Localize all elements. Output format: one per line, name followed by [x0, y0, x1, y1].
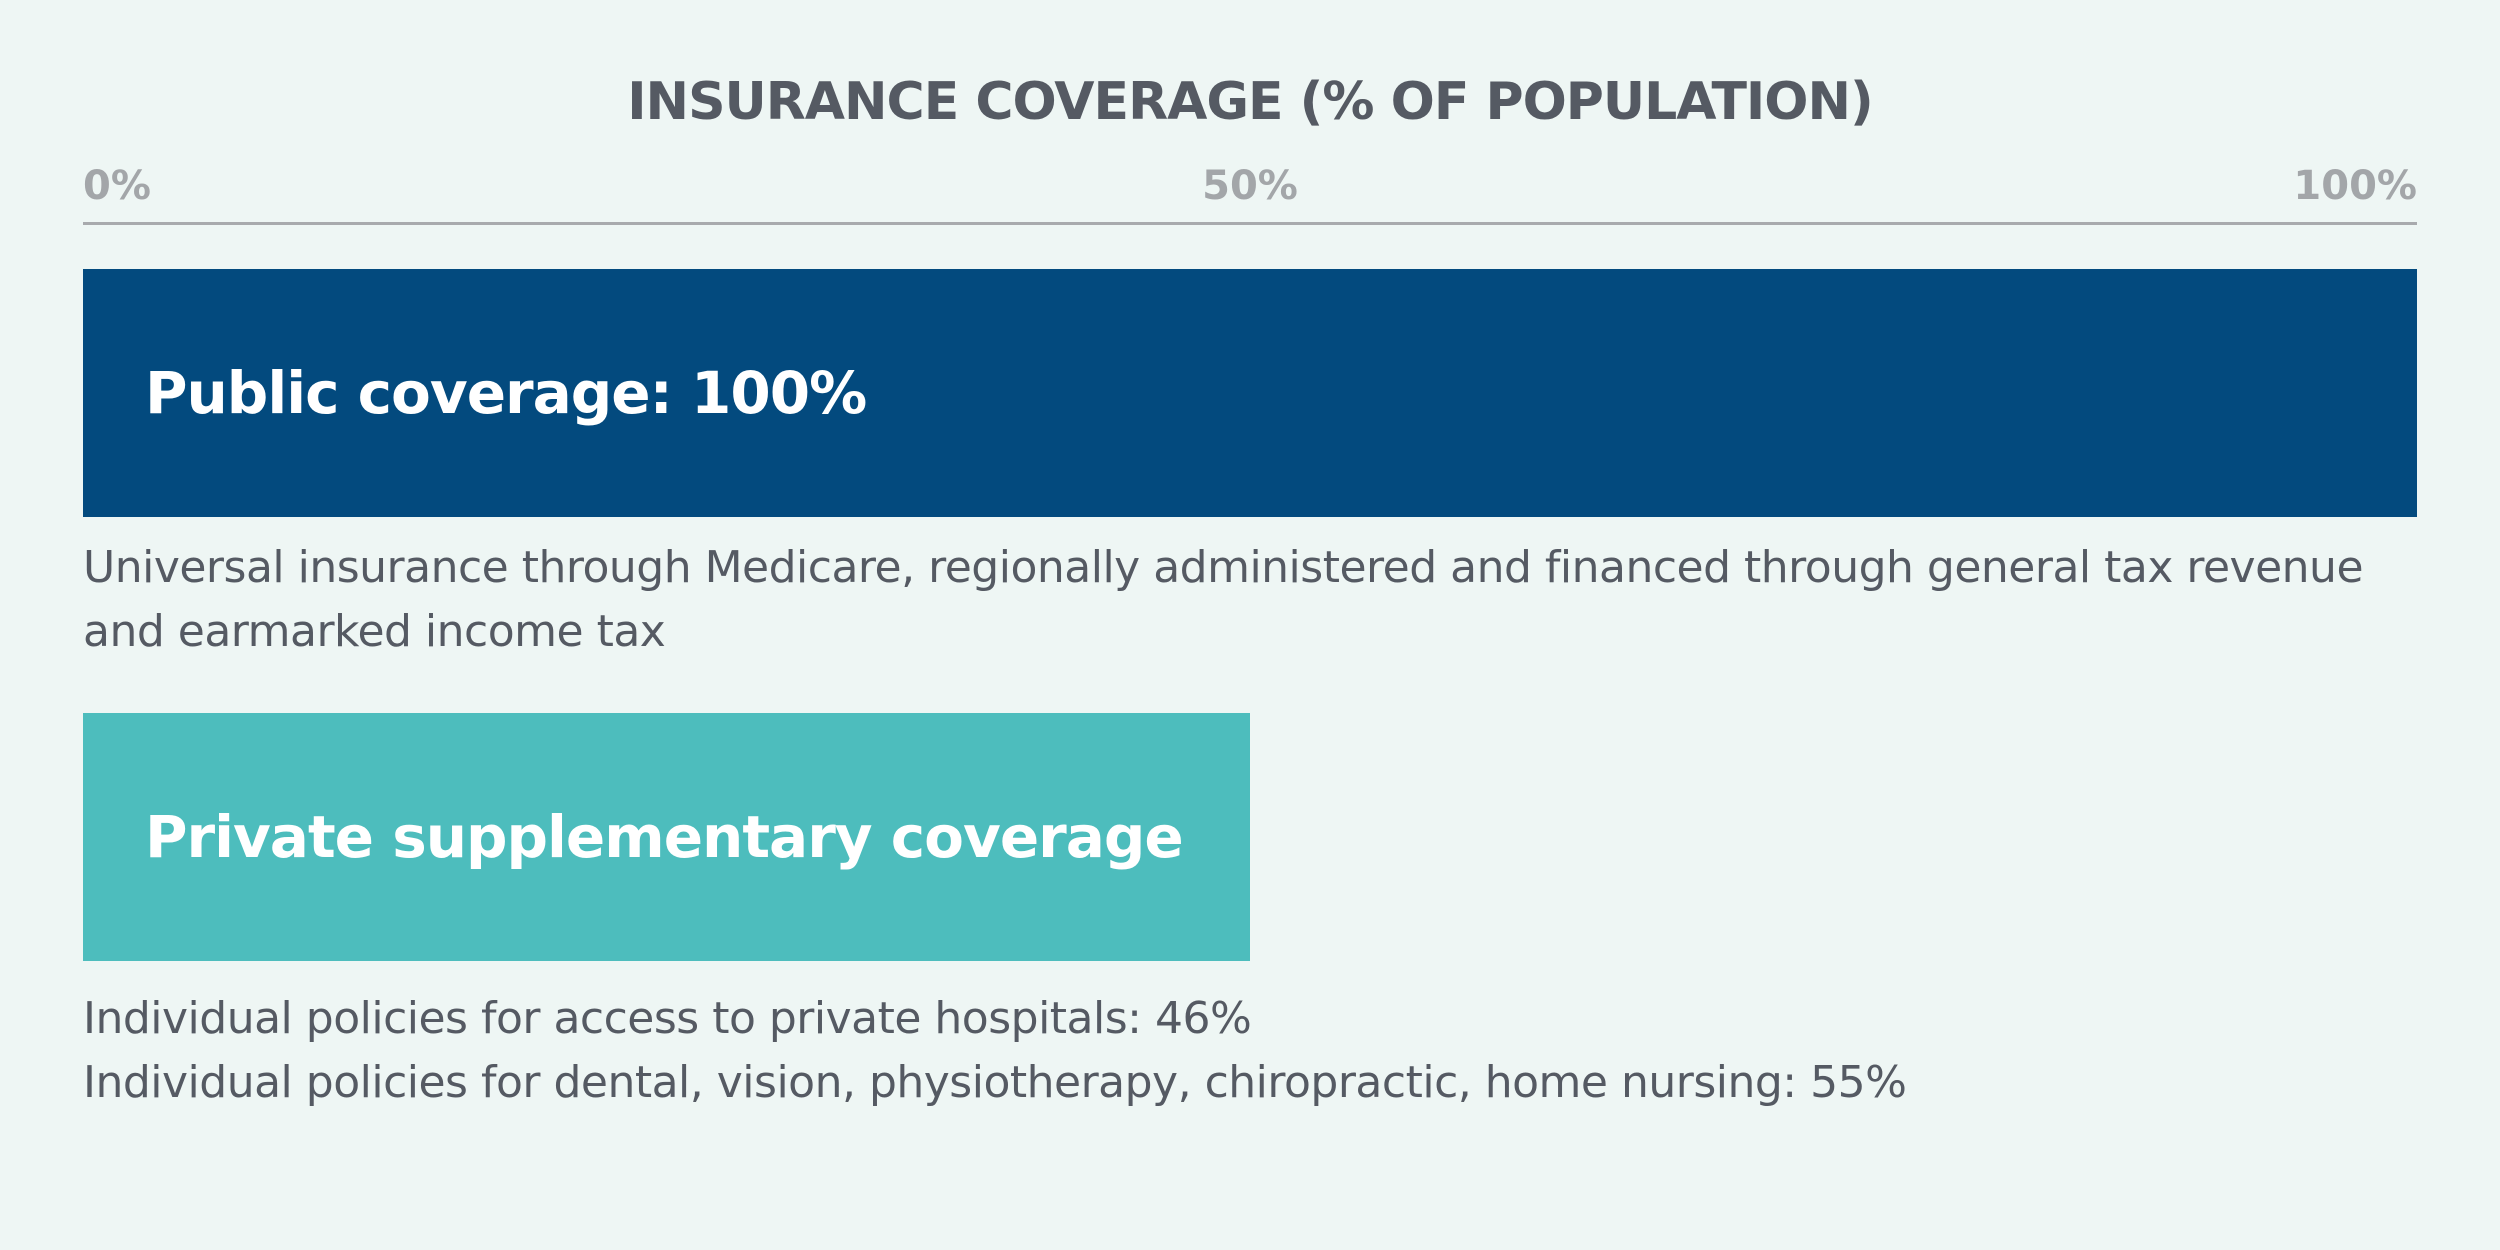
bar-label-public-coverage: Public coverage: 100% — [145, 359, 867, 427]
x-tick-label-50: 50% — [1202, 163, 1298, 209]
public-coverage-description-line-2: and earmarked income tax — [83, 606, 666, 657]
bar-private-supplementary-coverage: Private supplementary coverage — [83, 713, 1250, 961]
x-tick-label-100: 100% — [2293, 163, 2417, 209]
private-coverage-description: Individual policies for access to privat… — [83, 987, 1907, 1115]
bar-public-coverage: Public coverage: 100% — [83, 269, 2417, 517]
private-coverage-description-line-2: Individual policies for dental, vision, … — [83, 1057, 1907, 1108]
x-axis-line — [83, 222, 2417, 225]
bar-label-private-supplementary-coverage: Private supplementary coverage — [145, 803, 1184, 871]
private-coverage-description-line-1: Individual policies for access to privat… — [83, 993, 1252, 1044]
public-coverage-description: Universal insurance through Medicare, re… — [83, 536, 2364, 664]
chart-title: INSURANCE COVERAGE (% OF POPULATION) — [627, 72, 1874, 132]
public-coverage-description-line-1: Universal insurance through Medicare, re… — [83, 542, 2364, 593]
x-tick-label-0: 0% — [83, 163, 151, 209]
